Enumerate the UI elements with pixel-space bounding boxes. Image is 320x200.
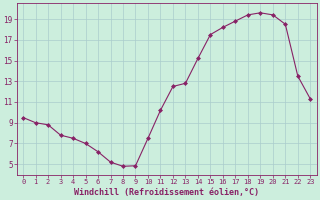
X-axis label: Windchill (Refroidissement éolien,°C): Windchill (Refroidissement éolien,°C) — [74, 188, 259, 197]
